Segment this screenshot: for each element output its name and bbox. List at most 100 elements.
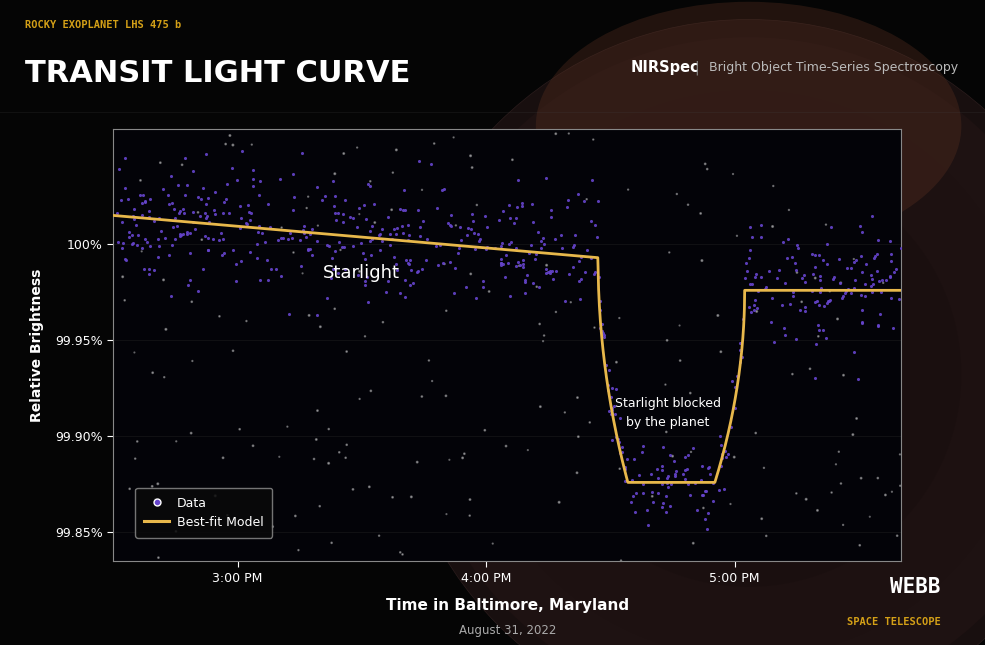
Point (362, 176, 378, 186)
Point (742, 244, 757, 255)
Point (857, 279, 873, 289)
Point (326, 201, 342, 211)
Point (150, 479, 165, 489)
Point (644, 491, 660, 501)
Point (202, 217, 218, 227)
Point (685, 442, 700, 453)
Point (614, 442, 629, 452)
Point (570, 432, 586, 442)
Point (427, 241, 443, 252)
Point (597, 330, 613, 341)
Point (328, 215, 344, 225)
Point (569, 468, 585, 478)
Point (807, 373, 822, 383)
Point (887, 264, 903, 274)
Point (395, 550, 411, 560)
Point (216, 208, 231, 219)
Point (270, 235, 286, 245)
Point (510, 257, 526, 267)
Point (164, 197, 180, 208)
Point (661, 247, 677, 257)
Point (660, 482, 676, 492)
Point (542, 268, 558, 278)
Point (645, 497, 661, 507)
Point (543, 204, 558, 215)
Point (150, 252, 165, 262)
Point (687, 478, 702, 488)
Point (831, 446, 847, 457)
Text: Time in Baltimore, Maryland: Time in Baltimore, Maryland (386, 598, 628, 613)
Point (512, 259, 528, 270)
Point (295, 225, 310, 235)
Point (364, 221, 380, 231)
Point (327, 208, 343, 218)
Point (668, 468, 684, 479)
Point (138, 233, 154, 244)
Point (251, 190, 267, 200)
Point (699, 164, 715, 174)
Point (215, 453, 230, 463)
Point (238, 218, 254, 228)
Point (282, 227, 297, 237)
Point (870, 321, 886, 331)
Point (218, 139, 233, 149)
Point (684, 447, 699, 457)
Point (375, 317, 391, 327)
Point (748, 269, 763, 279)
Point (298, 203, 314, 213)
Point (858, 259, 874, 269)
Point (587, 267, 603, 277)
Point (552, 497, 567, 508)
Point (412, 156, 427, 166)
Point (479, 244, 494, 254)
Point (654, 465, 670, 475)
Point (875, 275, 890, 285)
Point (847, 275, 863, 285)
Point (495, 259, 511, 269)
Point (245, 441, 261, 451)
Point (339, 346, 355, 357)
Point (135, 190, 151, 200)
Point (200, 244, 216, 255)
Point (214, 250, 230, 260)
Point (739, 266, 755, 276)
Point (509, 202, 525, 212)
Point (129, 436, 145, 446)
Point (399, 255, 415, 265)
Point (280, 421, 295, 432)
Point (870, 473, 886, 483)
Point (308, 236, 324, 246)
Point (732, 344, 748, 355)
Point (297, 232, 313, 242)
Point (190, 192, 206, 203)
Point (634, 479, 650, 489)
Point (884, 248, 899, 259)
Point (117, 153, 133, 163)
Point (428, 203, 444, 213)
Point (175, 230, 191, 240)
Point (296, 226, 311, 237)
Point (643, 469, 659, 479)
Point (594, 319, 610, 329)
Point (273, 233, 289, 243)
Point (758, 531, 774, 541)
Point (789, 240, 805, 250)
Point (738, 273, 754, 283)
Point (397, 292, 413, 303)
Point (839, 263, 855, 273)
Point (695, 503, 711, 513)
Point (519, 270, 535, 280)
Point (361, 181, 377, 191)
Point (319, 293, 335, 303)
Point (766, 337, 782, 347)
Point (607, 408, 623, 419)
Point (821, 286, 837, 296)
Point (414, 392, 429, 402)
Point (321, 458, 337, 468)
Point (361, 226, 377, 237)
Point (260, 275, 276, 285)
Point (282, 308, 297, 319)
Point (402, 279, 418, 290)
Point (576, 196, 592, 206)
Point (331, 447, 347, 457)
